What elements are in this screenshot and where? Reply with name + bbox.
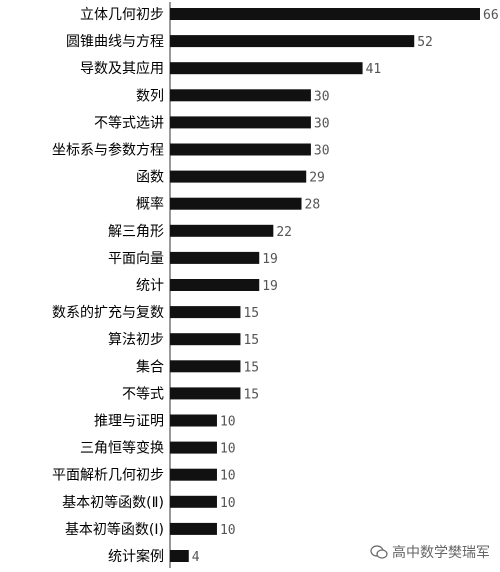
category-label: 导数及其应用 bbox=[80, 60, 164, 77]
bar bbox=[170, 224, 274, 237]
category-label: 基本初等函数(Ⅱ) bbox=[62, 494, 164, 511]
bar bbox=[170, 550, 189, 562]
category-label: 解三角形 bbox=[108, 224, 164, 240]
watermark: 高中数学樊瑞军 bbox=[370, 542, 490, 562]
category-label: 平面向量 bbox=[108, 251, 164, 267]
category-label: 平面解析几何初步 bbox=[52, 467, 164, 484]
value-label: 22 bbox=[276, 225, 292, 240]
bar bbox=[170, 116, 311, 129]
value-label: 15 bbox=[243, 333, 259, 348]
bar bbox=[170, 279, 260, 291]
bar bbox=[170, 522, 217, 535]
bar bbox=[170, 62, 363, 75]
category-label: 立体几何初步 bbox=[80, 6, 164, 23]
value-label: 19 bbox=[262, 279, 278, 294]
value-label: 10 bbox=[220, 415, 236, 430]
value-label: 10 bbox=[220, 469, 236, 484]
category-label: 不等式 bbox=[122, 385, 164, 402]
bar bbox=[170, 197, 302, 210]
value-label: 29 bbox=[309, 171, 325, 186]
category-label: 概率 bbox=[136, 196, 164, 213]
category-label: 统计案例 bbox=[108, 548, 164, 565]
value-label: 30 bbox=[314, 89, 330, 104]
bar bbox=[170, 414, 217, 427]
value-label: 15 bbox=[243, 360, 259, 375]
category-label: 三角恒等变换 bbox=[80, 440, 164, 457]
watermark-text: 高中数学樊瑞军 bbox=[392, 545, 490, 561]
value-label: 41 bbox=[366, 62, 382, 77]
category-label: 推理与证明 bbox=[94, 414, 164, 430]
value-label: 19 bbox=[262, 252, 278, 267]
category-label: 算法初步 bbox=[108, 331, 164, 348]
value-label: 10 bbox=[220, 523, 236, 538]
bar bbox=[170, 441, 217, 454]
value-label: 15 bbox=[243, 306, 259, 321]
bar bbox=[170, 35, 415, 48]
category-label: 集合 bbox=[136, 358, 164, 375]
value-label: 15 bbox=[243, 387, 259, 402]
wechat-icon bbox=[370, 545, 388, 559]
category-label: 数列 bbox=[136, 88, 164, 104]
bar bbox=[170, 387, 241, 400]
value-label: 10 bbox=[220, 496, 236, 511]
value-label: 10 bbox=[220, 442, 236, 457]
category-label: 函数 bbox=[136, 170, 164, 186]
bar bbox=[170, 468, 217, 481]
bar bbox=[170, 251, 260, 264]
value-label: 52 bbox=[417, 35, 433, 50]
category-label: 不等式选讲 bbox=[94, 114, 164, 131]
bar bbox=[170, 495, 217, 508]
bar bbox=[170, 360, 241, 373]
category-label: 坐标系与参数方程 bbox=[52, 142, 164, 159]
category-label: 统计 bbox=[136, 278, 164, 294]
category-label: 数系的扩充与复数 bbox=[52, 304, 164, 321]
category-label: 圆锥曲线与方程 bbox=[66, 34, 164, 50]
value-label: 66 bbox=[483, 8, 499, 23]
value-label: 28 bbox=[305, 198, 321, 213]
bar bbox=[170, 333, 241, 346]
value-label: 4 bbox=[192, 550, 200, 565]
category-label: 基本初等函数(Ⅰ) bbox=[65, 521, 164, 538]
value-label: 30 bbox=[314, 116, 330, 131]
bar bbox=[170, 143, 311, 156]
bar bbox=[170, 306, 241, 319]
bar bbox=[170, 89, 311, 102]
value-label: 30 bbox=[314, 144, 330, 159]
bar bbox=[170, 8, 480, 20]
bar bbox=[170, 170, 307, 183]
